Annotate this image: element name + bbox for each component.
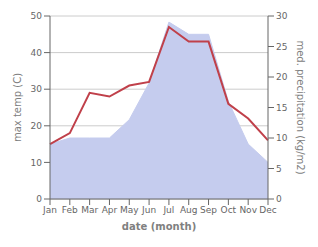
svg-text:5: 5 [276,164,282,174]
svg-text:15: 15 [276,103,287,113]
svg-text:Dec: Dec [259,205,276,215]
svg-text:Sep: Sep [200,205,217,215]
svg-text:30: 30 [276,11,288,21]
svg-text:date (month): date (month) [122,221,196,232]
svg-text:Oct: Oct [221,205,237,215]
svg-text:20: 20 [276,72,288,82]
svg-text:0: 0 [276,194,282,204]
svg-text:25: 25 [276,42,287,52]
svg-text:Nov: Nov [239,205,257,215]
svg-text:Apr: Apr [102,205,118,215]
svg-text:0: 0 [36,194,42,204]
svg-text:Mar: Mar [81,205,98,215]
svg-text:max temp (C): max temp (C) [12,73,23,142]
svg-text:Jul: Jul [162,205,174,215]
svg-text:May: May [120,205,139,215]
svg-text:Feb: Feb [62,205,78,215]
svg-text:Aug: Aug [180,205,198,215]
svg-text:30: 30 [31,84,43,94]
svg-text:med. precipitation (kg/m2): med. precipitation (kg/m2) [295,40,306,174]
svg-text:50: 50 [31,11,43,21]
svg-text:40: 40 [31,48,43,58]
svg-text:Jun: Jun [141,205,156,215]
svg-text:10: 10 [276,133,288,143]
svg-text:20: 20 [31,121,43,131]
svg-text:10: 10 [31,158,43,168]
svg-text:Jan: Jan [42,205,57,215]
